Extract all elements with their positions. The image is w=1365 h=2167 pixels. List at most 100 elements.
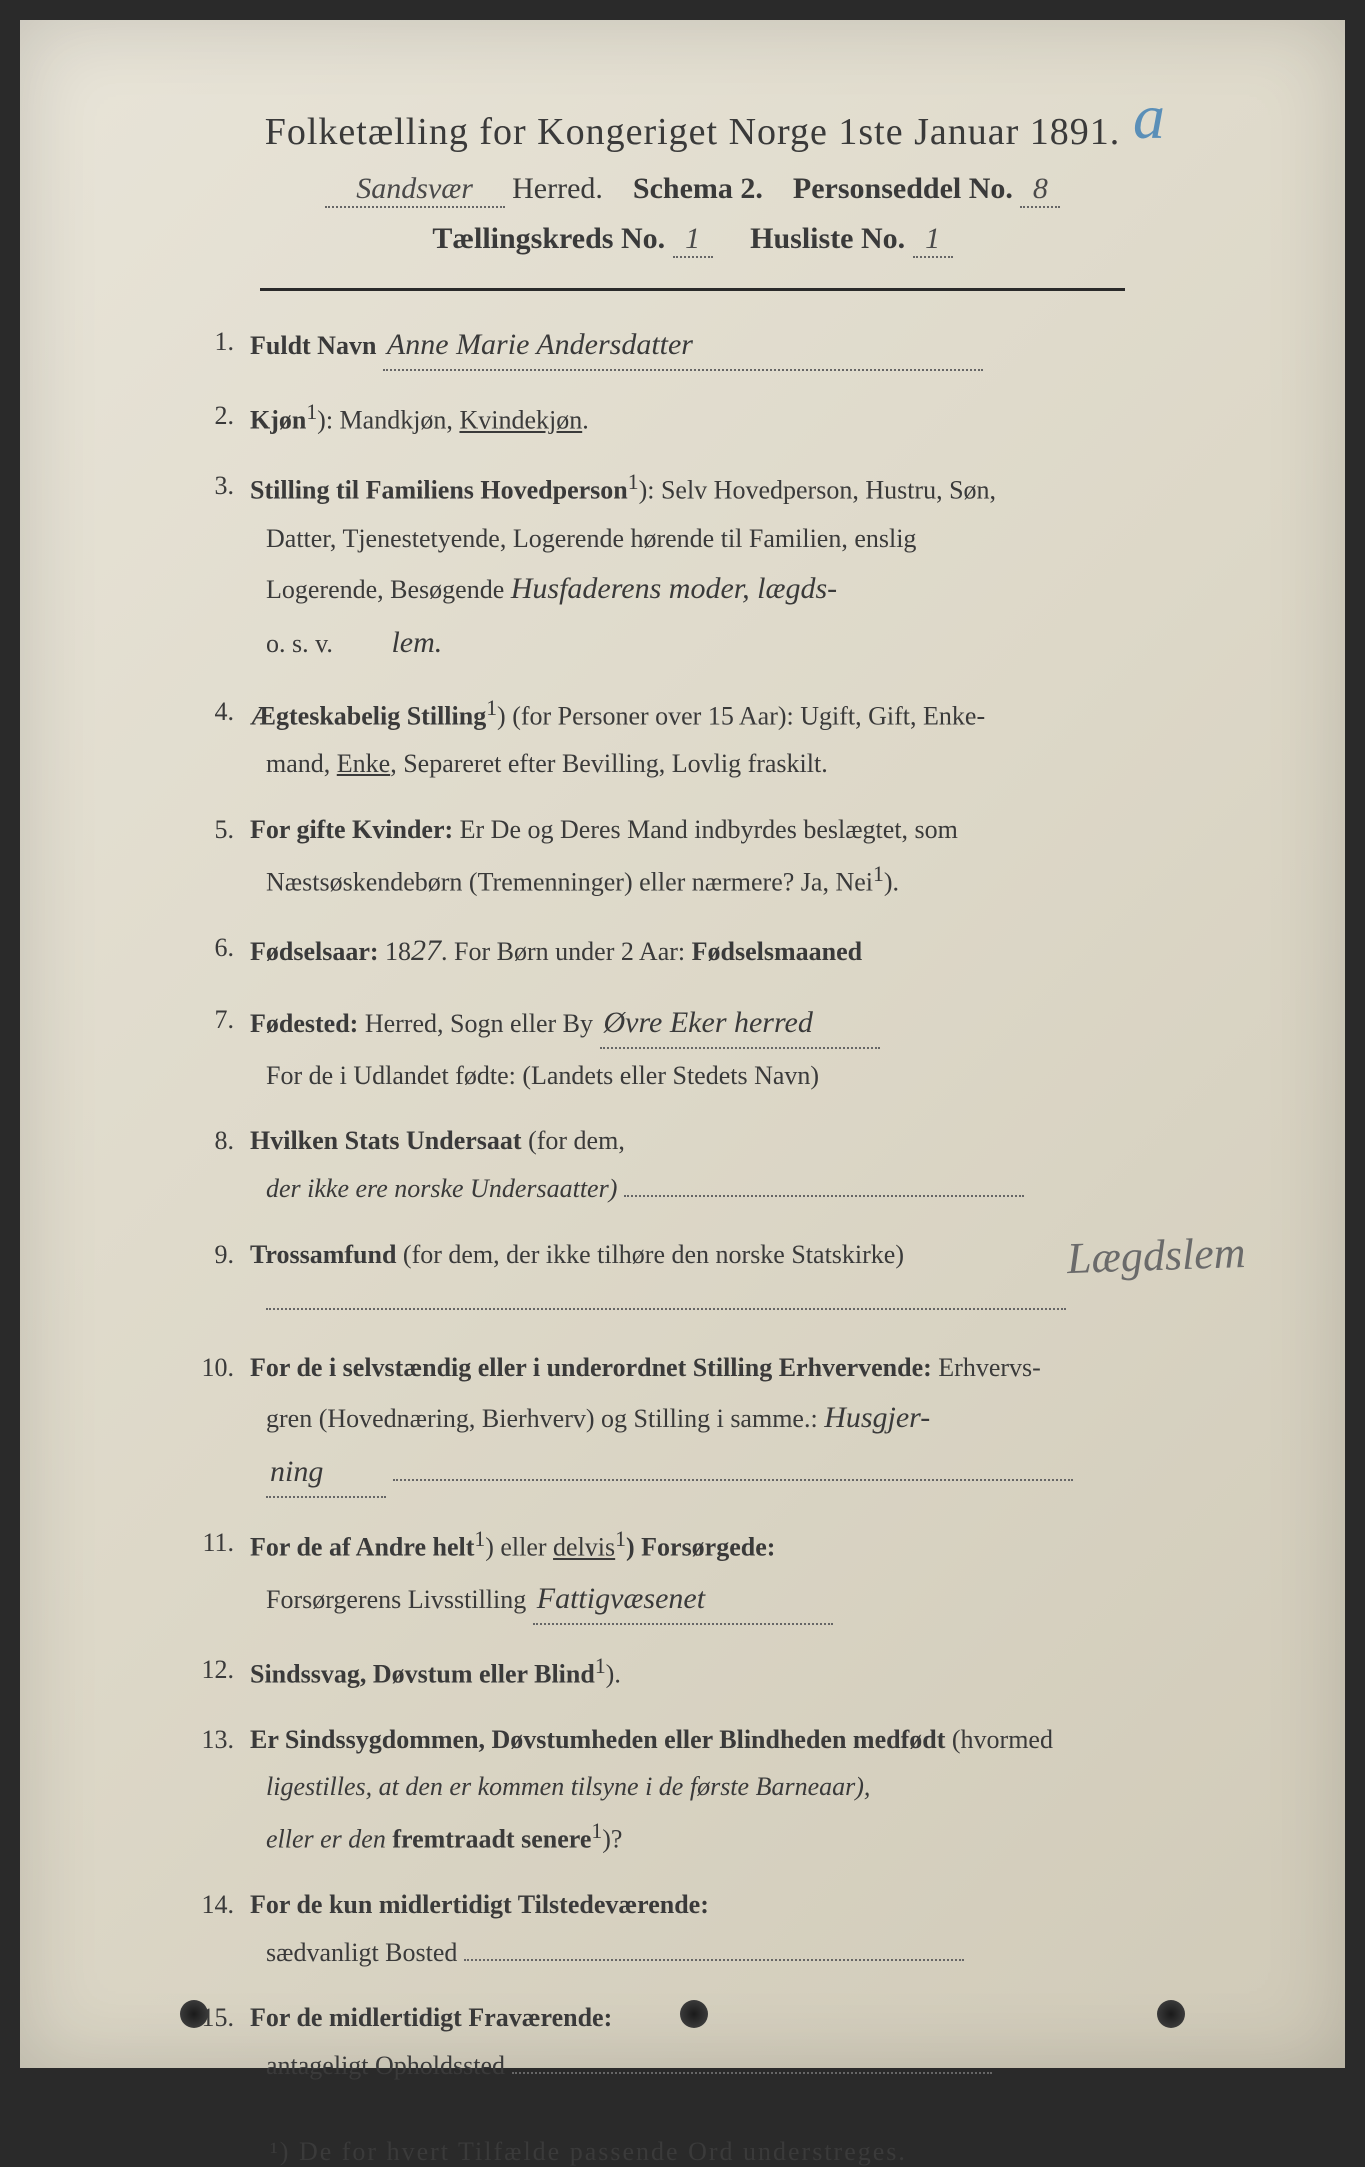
blank-fill [464,1959,964,1961]
item-label: Er Sindssygdommen, Døvstumheden eller Bl… [250,1725,945,1754]
corner-annotation: a [1133,80,1165,154]
sup2: 1 [615,1527,626,1551]
item-num: 1. [190,321,250,371]
herred-label: Herred. [512,172,603,205]
blank-fill [266,1308,1066,1310]
item-label: For de midlertidigt Fraværende: [250,2003,612,2032]
form-header: Folketælling for Kongeriget Norge 1ste J… [160,110,1225,258]
item-12: 12. Sindssvag, Døvstum eller Blind1). [190,1649,1195,1695]
occupation-value: Husgjer- [824,1401,930,1434]
header-divider [260,288,1125,291]
item-10: 10. For de i selvstændig eller i underor… [190,1347,1195,1389]
text: Logerende, Besøgende [266,575,511,604]
occupation-value2: ning [266,1448,386,1498]
husliste-label: Husliste No. [750,222,905,255]
item-num: 12. [190,1649,250,1695]
item-1: 1. Fuldt Navn Anne Marie Andersdatter [190,321,1195,371]
census-form-page: a Folketælling for Kongeriget Norge 1ste… [20,20,1345,2068]
blank-fill [624,1195,1024,1197]
item-label: Fødested: [250,1009,358,1038]
text: gren (Hovednæring, Bierhverv) og Stillin… [266,1404,818,1433]
end: ). [606,1659,621,1688]
item-6: 6. Fødselsaar: 1827. For Børn under 2 Aa… [190,927,1195,975]
item-label: Fødselsaar: [250,937,379,966]
kreds-no: 1 [673,222,713,258]
item-2: 2. Kjøn1): Mandkjøn, Kvindekjøn. [190,395,1195,441]
personseddel-label: Personseddel No. [793,172,1013,205]
item-3-cont1: Datter, Tjenestetyende, Logerende hørend… [190,518,1195,560]
item-9: 9. Trossamfund (for dem, der ikke tilhør… [190,1234,1195,1276]
line1: ) (for Personer over 15 Aar): Ugift, Gif… [497,702,985,731]
item-11: 11. For de af Andre helt1) eller delvis1… [190,1522,1195,1568]
item-label: For de kun midlertidigt Tilstedeværende: [250,1890,709,1919]
item-4: 4. Ægteskabelig Stilling1) (for Personer… [190,691,1195,737]
item-label: Hvilken Stats Undersaat [250,1126,522,1155]
item-num: 5. [190,809,250,851]
name-value: Anne Marie Andersdatter [383,321,983,371]
item-num: 6. [190,927,250,975]
text: ligestilles, at den er kommen tilsyne i … [266,1772,870,1801]
item-7-cont: For de i Udlandet fødte: (Landets eller … [190,1055,1195,1097]
item-14: 14. For de kun midlertidigt Tilstedevære… [190,1884,1195,1926]
sup: 1 [628,470,639,494]
text: eller er den [266,1825,392,1854]
item-5-cont: Næstsøskendebørn (Tremenninger) eller næ… [190,857,1195,903]
item-8-cont: der ikke ere norske Undersaatter) [190,1168,1195,1210]
sup: 1 [486,696,497,720]
text: (for dem, der ikke tilhøre den norske St… [396,1240,904,1269]
punch-hole-icon [180,2000,208,2028]
husliste-no: 1 [913,222,953,258]
schema-label: Schema 2. [633,172,763,205]
item-num: 8. [190,1120,250,1162]
line1: (hvormed [945,1725,1053,1754]
item-num: 7. [190,999,250,1049]
relation-value2: lem. [391,626,442,659]
text: o. s. v. [266,629,333,658]
item-num: 14. [190,1884,250,1926]
item-13-cont2: eller er den fremtraadt senere1)? [190,1814,1195,1860]
personseddel-no: 8 [1020,172,1060,208]
text2: , Separeret efter Bevilling, Lovlig fras… [390,749,828,778]
item-num: 4. [190,691,250,737]
mid: ) eller [485,1533,553,1562]
item-num: 10. [190,1347,250,1389]
form-body: 1. Fuldt Navn Anne Marie Andersdatter 2.… [160,321,1225,2167]
label2: fremtraadt senere [392,1825,591,1854]
birthplace-value: Øvre Eker herred [600,999,880,1049]
item-label: Stilling til Familiens Hovedperson [250,476,628,505]
item-label: Trossamfund [250,1240,396,1269]
line1: Erhvervs- [932,1353,1041,1382]
item-num: 3. [190,465,250,511]
end: ) Forsørgede: [626,1533,775,1562]
blank-fill [393,1479,1073,1481]
item-13-cont1: ligestilles, at den er kommen tilsyne i … [190,1766,1195,1808]
item-11-cont: Forsørgerens Livsstilling Fattigvæsenet [190,1575,1195,1625]
footnote: ¹) De for hvert Tilfælde passende Ord un… [190,2137,1195,2167]
item-label: Ægteskabelig Stilling [250,702,486,731]
item-9-cont [190,1281,1195,1323]
sup: 1 [873,862,884,886]
kreds-line: Tællingskreds No. 1 Husliste No. 1 [160,222,1225,258]
item-5: 5. For gifte Kvinder: Er De og Deres Man… [190,809,1195,851]
item-3-cont3: o. s. v. lem. [190,619,1195,667]
suffix: . For Børn under 2 Aar: [441,937,692,966]
item-label: Sindssvag, Døvstum eller Blind [250,1659,595,1688]
herred-line: Sandsvær Herred. Schema 2. Personseddel … [160,172,1225,208]
text: Næstsøskendebørn (Tremenninger) eller næ… [266,867,873,896]
end: )? [602,1825,622,1854]
item-label: For de af Andre helt [250,1533,474,1562]
item-10-cont2: ning [190,1448,1195,1498]
item-3-cont2: Logerende, Besøgende Husfaderens moder, … [190,565,1195,613]
sup: 1 [591,1819,602,1843]
underlined: delvis [553,1533,615,1562]
text: mand, [266,749,337,778]
supporter-value: Fattigvæsenet [533,1575,833,1625]
item-num: 9. [190,1234,250,1276]
birth-year: 27 [411,934,441,967]
item-num: 11. [190,1522,250,1568]
line1: (for dem, [522,1126,625,1155]
item-15-cont: antageligt Opholdssted [190,2045,1195,2087]
label2: Fødselsmaaned [692,937,862,966]
end: . [582,406,589,435]
item-14-cont: sædvanligt Bosted [190,1932,1195,1974]
